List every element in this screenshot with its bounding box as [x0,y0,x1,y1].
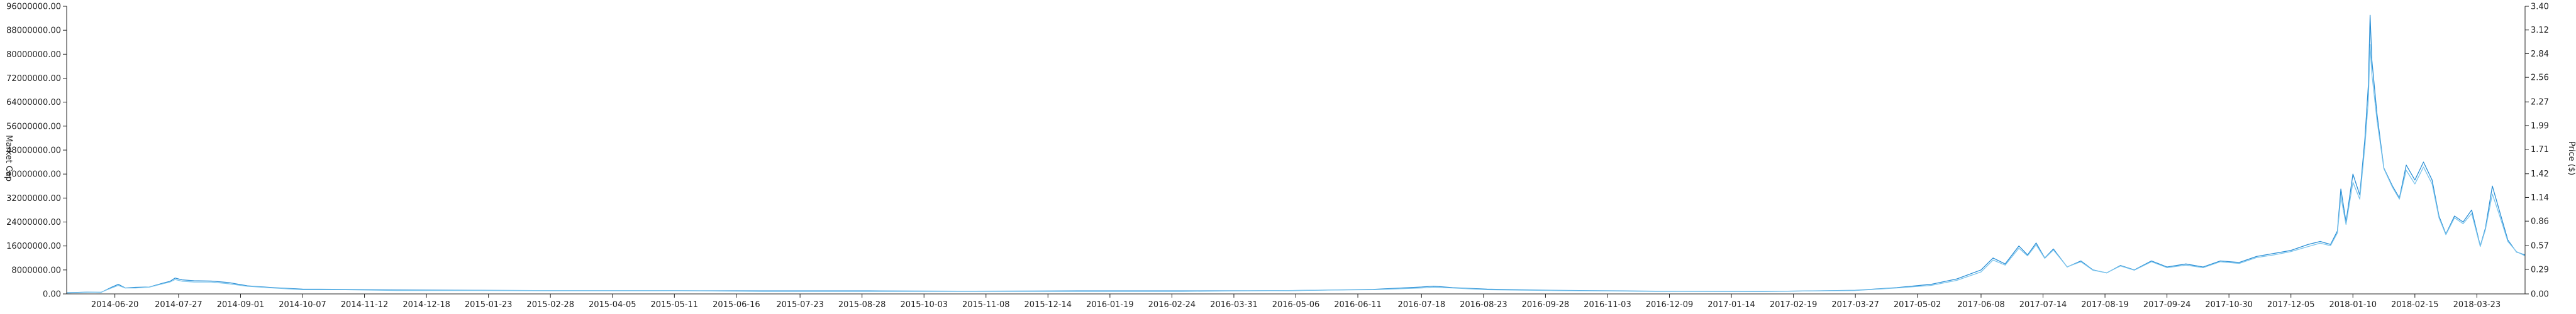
y-left-tick-label: 32000000.00 [6,194,61,203]
x-tick-label: 2016-06-11 [1334,300,1382,310]
y-right-tick-label: 2.84 [2531,50,2549,59]
x-tick-label: 2018-02-15 [2391,300,2439,310]
x-tick-label: 2017-01-14 [1707,300,1755,310]
y-right-tick-label: 2.56 [2531,73,2549,83]
x-tick-label: 2016-07-18 [1398,300,1446,310]
y-axis-left: 0.00 8000000.00 16000000.00 24000000.00 3200… [6,3,67,300]
y-right-tick-label: 3.12 [2531,26,2549,35]
x-tick-label: 2016-11-03 [1584,300,1631,310]
x-tick-label: 2014-09-01 [217,300,265,310]
x-tick-label: 2017-12-05 [2267,300,2315,310]
y-left-tick-label: 8000000.00 [11,266,61,275]
x-tick-label: 2017-02-19 [1770,300,1818,310]
y-left-tick-label: 72000000.00 [6,74,61,84]
x-tick-label: 2015-04-05 [589,300,636,310]
y-right-tick-label: 1.14 [2531,193,2549,203]
x-tick-label: 2015-05-11 [651,300,699,310]
y-right-tick-label: 0.57 [2531,242,2549,251]
x-tick-label: 2015-12-14 [1024,300,1072,310]
x-tick-label: 2014-07-27 [155,300,203,310]
x-tick-label: 2018-01-10 [2329,300,2377,310]
x-tick-label: 2017-09-24 [2143,300,2191,310]
x-tick-label: 2016-03-31 [1210,300,1258,310]
x-tick-label: 2017-07-14 [2019,300,2067,310]
y-right-tick-label: 1.71 [2531,145,2549,154]
y-right-tick-label: 3.40 [2531,3,2549,12]
x-tick-label: 2016-12-09 [1646,300,1694,310]
x-tick-label: 2017-08-19 [2081,300,2129,310]
y-left-tick-label: 88000000.00 [6,26,61,36]
x-tick-label: 2015-06-16 [713,300,760,310]
y-right-tick-label: 0.00 [2531,290,2549,300]
x-tick-label: 2015-07-23 [776,300,824,310]
x-tick-label: 2015-01-23 [465,300,513,310]
series-line-0 [66,14,2526,293]
y-left-tick-label: 48000000.00 [6,146,61,156]
x-tick-label: 2017-10-30 [2205,300,2253,310]
x-axis: 2014-06-20 2014-07-27 2014-09-01 2014-10-07… [67,293,2525,310]
y-axis-left-title: Market Cap [4,135,13,181]
y-axis-right-title: Price ($) [2567,141,2576,175]
y-left-tick-label: 96000000.00 [6,3,61,12]
y-right-tick-label: 2.27 [2531,98,2549,107]
y-right-tick-label: 0.86 [2531,217,2549,227]
x-tick-label: 2017-03-27 [1831,300,1879,310]
x-tick-label: 2016-02-24 [1148,300,1196,310]
y-axis-right: 0.00 0.29 0.57 0.86 1.14 1.42 1.71 1.99 2.27 2.56… [2524,3,2549,300]
y-left-tick-label: 0.00 [43,290,61,300]
plot-area [66,14,2526,294]
y-left-tick-label: 16000000.00 [6,242,61,251]
x-tick-label: 2015-08-28 [838,300,886,310]
x-tick-label: 2014-11-12 [341,300,389,310]
x-tick-label: 2016-05-06 [1272,300,1320,310]
x-tick-label: 2014-10-07 [279,300,326,310]
x-tick-label: 2016-01-19 [1086,300,1134,310]
y-left-tick-label: 56000000.00 [6,122,61,131]
y-left-tick-label: 80000000.00 [6,50,61,60]
x-tick-label: 2016-08-23 [1460,300,1507,310]
series-line-1 [66,43,2526,294]
y-right-tick-label: 1.42 [2531,170,2549,179]
y-right-tick-label: 0.29 [2531,265,2549,274]
x-tick-label: 2017-05-02 [1894,300,1941,310]
y-left-tick-label: 40000000.00 [6,170,61,180]
x-tick-label: 2015-11-08 [962,300,1010,310]
x-tick-label: 2015-10-03 [900,300,948,310]
x-tick-label: 2014-06-20 [91,300,139,310]
x-tick-label: 2014-12-18 [402,300,450,310]
x-tick-label: 2018-03-23 [2453,300,2501,310]
y-left-tick-label: 24000000.00 [6,218,61,227]
x-tick-label: 2016-09-28 [1522,300,1570,310]
y-right-tick-label: 1.99 [2531,121,2549,131]
y-left-tick-label: 64000000.00 [6,98,61,107]
x-tick-label: 2015-02-28 [526,300,574,310]
x-tick-label: 2017-06-08 [1957,300,2005,310]
